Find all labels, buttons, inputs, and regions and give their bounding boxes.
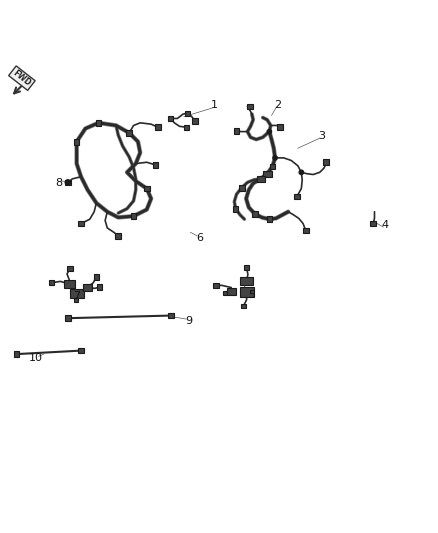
Text: 4: 4: [382, 220, 389, 230]
Bar: [144, 185, 150, 191]
Bar: [49, 280, 54, 285]
Bar: [168, 116, 173, 121]
Text: 7: 7: [73, 291, 80, 301]
Text: FWD: FWD: [11, 68, 32, 88]
Bar: [78, 348, 84, 353]
Bar: [234, 128, 240, 134]
Bar: [184, 125, 189, 130]
Bar: [116, 233, 121, 239]
Circle shape: [267, 130, 272, 134]
Bar: [278, 124, 283, 130]
Bar: [241, 304, 246, 308]
Text: 8: 8: [56, 178, 63, 188]
Text: 3: 3: [318, 131, 325, 141]
Text: 10: 10: [29, 353, 43, 364]
Bar: [94, 274, 99, 280]
Bar: [74, 298, 78, 302]
Bar: [227, 287, 236, 295]
Bar: [213, 282, 219, 288]
Bar: [240, 277, 253, 285]
Bar: [257, 176, 265, 182]
Bar: [70, 289, 84, 298]
Bar: [74, 139, 80, 144]
Text: 2: 2: [275, 100, 282, 110]
Bar: [95, 120, 102, 126]
Circle shape: [65, 180, 71, 185]
Bar: [240, 287, 254, 297]
Bar: [244, 265, 249, 270]
Bar: [269, 164, 275, 169]
Bar: [266, 216, 272, 222]
Bar: [97, 285, 102, 290]
Bar: [9, 66, 35, 91]
Bar: [67, 265, 73, 271]
Bar: [247, 104, 252, 109]
Bar: [168, 313, 173, 318]
Bar: [152, 162, 159, 168]
Text: 1: 1: [211, 100, 218, 110]
Bar: [64, 280, 74, 288]
Bar: [14, 351, 19, 357]
Bar: [303, 228, 308, 233]
Bar: [192, 118, 198, 124]
Circle shape: [273, 156, 277, 160]
Bar: [370, 221, 376, 227]
Bar: [239, 185, 245, 190]
Bar: [155, 124, 160, 130]
Bar: [223, 290, 227, 295]
Bar: [78, 221, 84, 227]
Bar: [294, 193, 300, 199]
Bar: [65, 180, 71, 185]
Bar: [263, 171, 272, 177]
Bar: [65, 316, 71, 321]
Bar: [131, 213, 137, 219]
Text: 5: 5: [248, 290, 255, 300]
Text: 6: 6: [196, 233, 203, 243]
Bar: [323, 159, 329, 165]
Bar: [252, 211, 258, 217]
Bar: [83, 284, 92, 290]
Bar: [233, 206, 239, 212]
Bar: [185, 110, 190, 116]
Circle shape: [299, 170, 304, 174]
Bar: [126, 130, 132, 136]
Text: 9: 9: [185, 316, 192, 326]
